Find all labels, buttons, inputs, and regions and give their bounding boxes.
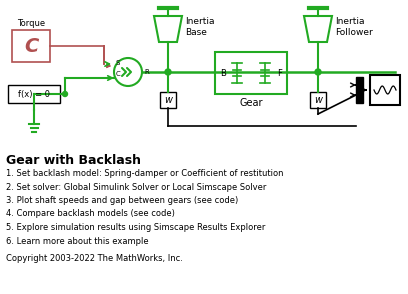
- Text: 6. Learn more about this example: 6. Learn more about this example: [6, 236, 149, 245]
- Text: Inertia
Base: Inertia Base: [185, 17, 215, 37]
- FancyBboxPatch shape: [8, 85, 60, 103]
- Text: 5. Explore simulation results using Simscape Results Explorer: 5. Explore simulation results using Sims…: [6, 223, 265, 232]
- Text: 1. Set backlash model: Spring-damper or Coefficient of restitution: 1. Set backlash model: Spring-damper or …: [6, 169, 284, 178]
- Text: 4. Compare backlash models (see code): 4. Compare backlash models (see code): [6, 210, 175, 218]
- Circle shape: [62, 91, 67, 96]
- Text: Torque: Torque: [17, 19, 45, 29]
- Text: w: w: [314, 95, 322, 105]
- FancyBboxPatch shape: [370, 75, 400, 105]
- Text: Gear: Gear: [239, 98, 263, 108]
- Text: R: R: [144, 69, 149, 75]
- FancyBboxPatch shape: [12, 30, 50, 62]
- FancyBboxPatch shape: [356, 77, 363, 103]
- Text: B: B: [220, 69, 226, 78]
- Text: f(x) = 0: f(x) = 0: [18, 89, 50, 98]
- Text: F: F: [277, 69, 282, 78]
- Text: w: w: [164, 95, 172, 105]
- Polygon shape: [154, 16, 182, 42]
- FancyBboxPatch shape: [215, 52, 287, 94]
- Text: Gear with Backlash: Gear with Backlash: [6, 154, 141, 167]
- Circle shape: [315, 69, 321, 75]
- Circle shape: [165, 69, 171, 75]
- FancyBboxPatch shape: [160, 92, 176, 108]
- Text: Copyright 2003-2022 The MathWorks, Inc.: Copyright 2003-2022 The MathWorks, Inc.: [6, 254, 183, 263]
- FancyBboxPatch shape: [310, 92, 326, 108]
- Text: C: C: [116, 71, 121, 77]
- Text: 2. Set solver: Global Simulink Solver or Local Simscape Solver: 2. Set solver: Global Simulink Solver or…: [6, 183, 266, 191]
- Text: S: S: [116, 60, 120, 66]
- Polygon shape: [304, 16, 332, 42]
- Text: Inertia
Follower: Inertia Follower: [335, 17, 373, 37]
- Text: 3. Plot shaft speeds and gap between gears (see code): 3. Plot shaft speeds and gap between gea…: [6, 196, 238, 205]
- Text: C: C: [24, 36, 38, 56]
